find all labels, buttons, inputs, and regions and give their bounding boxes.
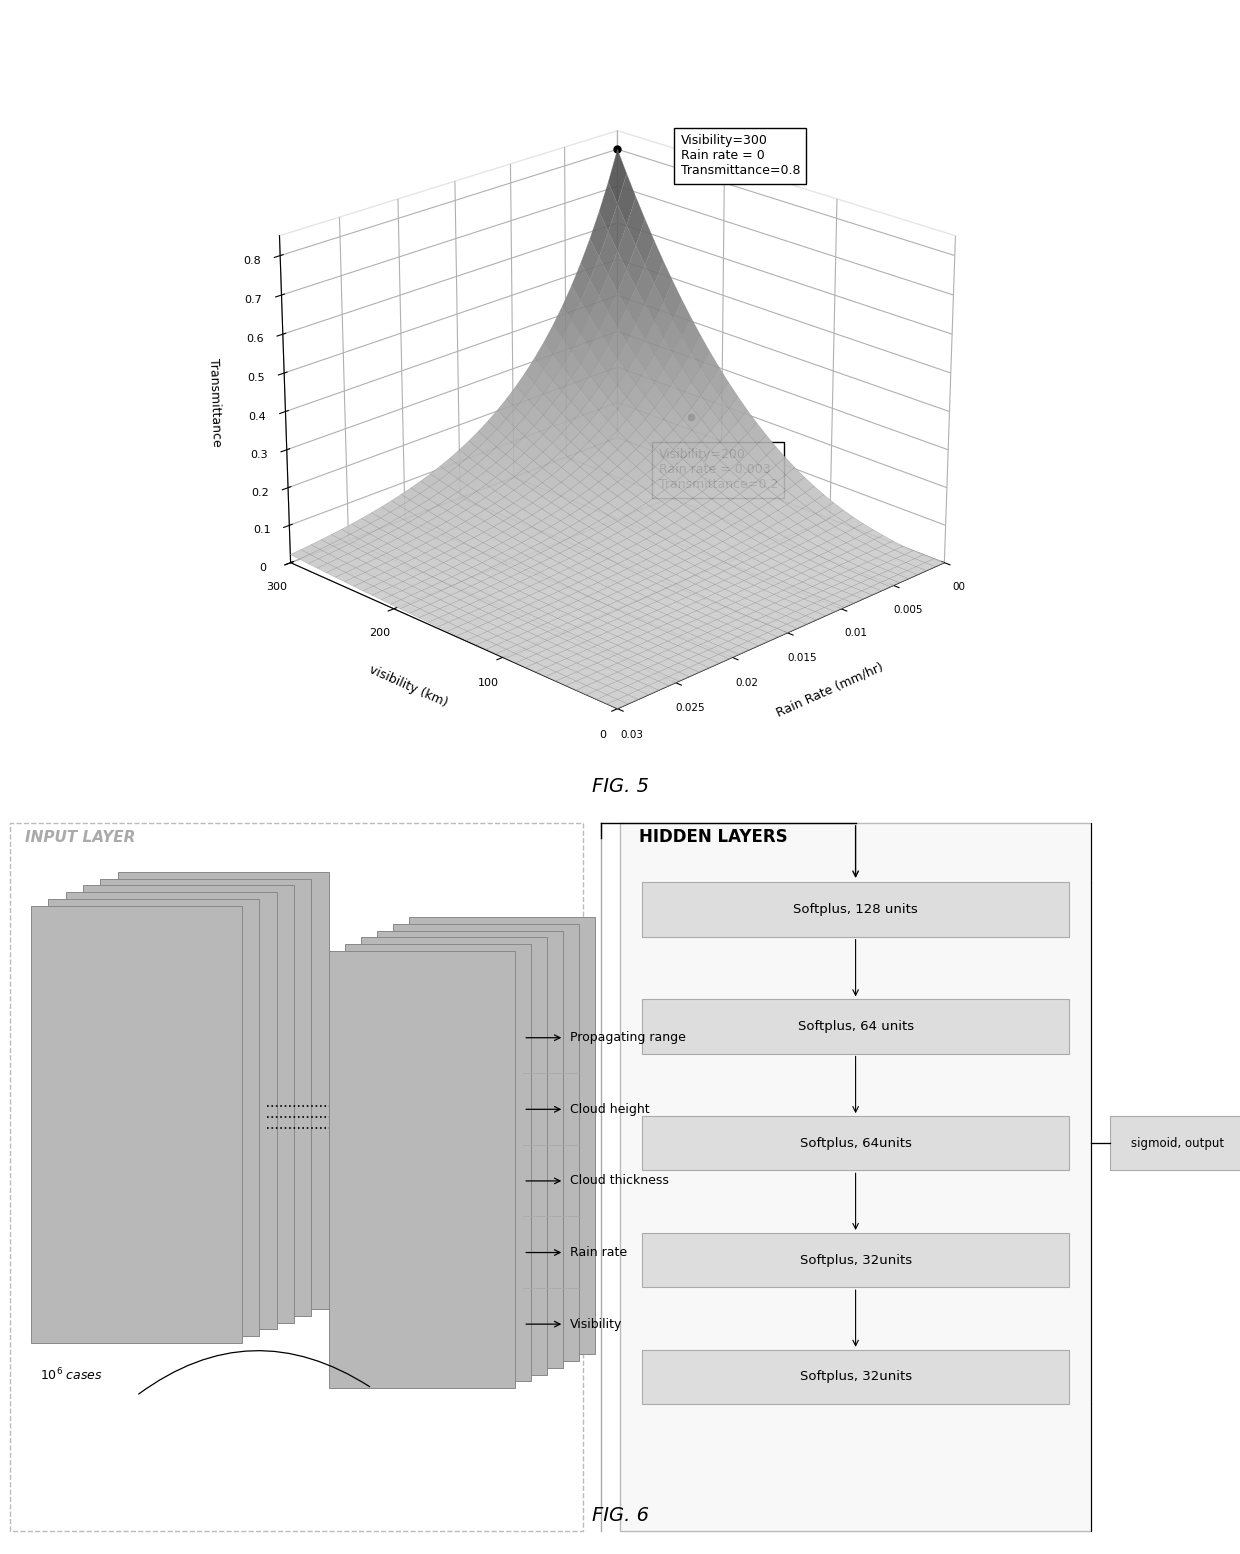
Bar: [642, 1350, 1069, 1403]
Bar: [100, 878, 311, 1316]
Bar: [1110, 1116, 1240, 1170]
Bar: [377, 931, 563, 1368]
Text: $10^6$ cases: $10^6$ cases: [40, 1368, 103, 1383]
Text: Softplus, 64 units: Softplus, 64 units: [797, 1019, 914, 1033]
Text: FIG. 6: FIG. 6: [591, 1506, 649, 1524]
Bar: [642, 1232, 1069, 1287]
Bar: [642, 999, 1069, 1054]
Bar: [409, 917, 595, 1354]
Text: Visibility: Visibility: [570, 1318, 622, 1330]
Bar: [642, 883, 1069, 937]
Bar: [361, 937, 547, 1375]
Bar: [642, 1116, 1069, 1170]
Bar: [345, 945, 531, 1382]
Text: Softplus, 32units: Softplus, 32units: [800, 1254, 911, 1267]
X-axis label: Rain Rate (mm/hr): Rain Rate (mm/hr): [774, 660, 885, 720]
Text: Visibility=300
Rain rate = 0
Transmittance=0.8: Visibility=300 Rain rate = 0 Transmittan…: [681, 134, 800, 177]
Text: Rain rate: Rain rate: [570, 1246, 627, 1259]
Bar: [48, 900, 259, 1336]
Text: Visibility=200
Rain rate = 0.003
Transmittance=0.2: Visibility=200 Rain rate = 0.003 Transmi…: [658, 449, 779, 491]
Text: Propagating range: Propagating range: [570, 1032, 686, 1044]
Bar: [31, 906, 242, 1343]
Bar: [83, 886, 294, 1322]
Text: Softplus, 32units: Softplus, 32units: [800, 1371, 911, 1383]
Bar: [393, 925, 579, 1361]
Bar: [329, 951, 515, 1388]
Bar: [66, 892, 277, 1329]
Text: Cloud height: Cloud height: [570, 1103, 650, 1116]
Y-axis label: visibility (km): visibility (km): [367, 664, 449, 710]
Text: FIG. 5: FIG. 5: [591, 777, 649, 796]
Bar: [118, 872, 329, 1308]
Text: INPUT LAYER: INPUT LAYER: [25, 830, 135, 845]
Bar: [620, 824, 1091, 1531]
Text: Softplus, 64units: Softplus, 64units: [800, 1136, 911, 1150]
Text: Cloud thickness: Cloud thickness: [570, 1175, 670, 1187]
Text: Softplus, 128 units: Softplus, 128 units: [794, 903, 918, 917]
Text: sigmoid, output: sigmoid, output: [1131, 1136, 1225, 1150]
Text: HIDDEN LAYERS: HIDDEN LAYERS: [639, 828, 787, 845]
